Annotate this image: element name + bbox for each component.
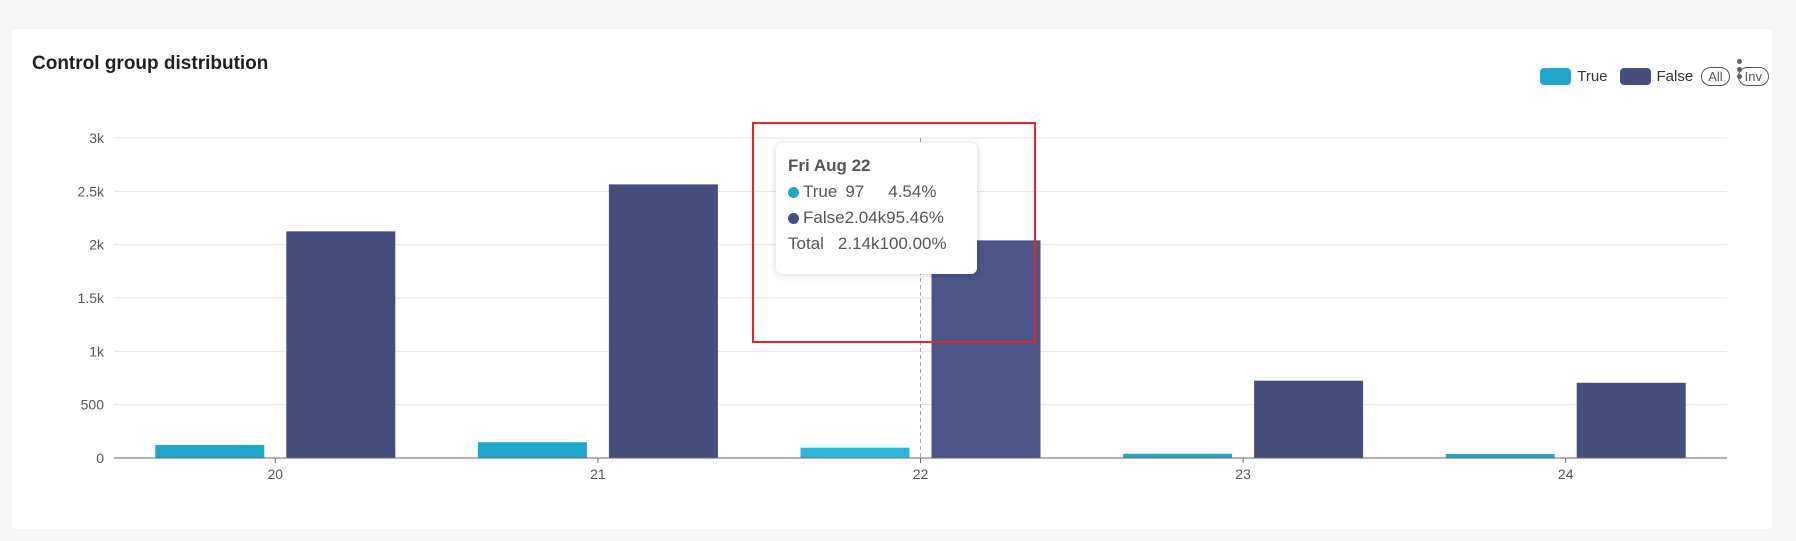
legend-select-all-button[interactable]: All xyxy=(1701,67,1730,86)
tooltip-total-label: Total xyxy=(788,234,824,253)
legend-label-true: True xyxy=(1577,68,1608,85)
bar-false-22 xyxy=(931,240,1041,458)
y-tick-label: 2.5k xyxy=(78,183,105,199)
tooltip-dot-false xyxy=(788,212,799,224)
tooltip-total-percent: 100.00% xyxy=(879,234,947,253)
legend-swatch-false xyxy=(1619,68,1651,85)
y-tick-label: 2k xyxy=(89,237,105,253)
legend-invert-button[interactable]: Inv xyxy=(1737,67,1769,86)
tooltip-row-total: Total 2.14k 100.00% xyxy=(788,231,965,257)
y-tick-label: 0 xyxy=(96,450,104,466)
tooltip-row-true: True 97 4.54% xyxy=(788,179,965,205)
highlight-box xyxy=(752,122,1036,343)
tooltip-value-false: 2.04k xyxy=(844,208,887,227)
tooltip-label-true: True xyxy=(803,182,838,201)
bar-false-23 xyxy=(1254,380,1364,458)
bar-true-22 xyxy=(800,447,910,458)
x-tick-label: 22 xyxy=(913,466,929,482)
x-tick-label: 20 xyxy=(268,466,284,482)
x-tick-label: 24 xyxy=(1558,466,1574,482)
y-tick-label: 1.5k xyxy=(78,290,105,306)
bar-true-23 xyxy=(1123,453,1233,458)
tooltip-label-false: False xyxy=(803,208,845,227)
tooltip-dot-true xyxy=(788,186,799,198)
tooltip-title: Fri Aug 22 xyxy=(788,156,871,175)
legend-item-false[interactable]: False xyxy=(1619,68,1694,85)
bar-true-24 xyxy=(1445,453,1555,458)
bar-false-20 xyxy=(286,231,396,458)
bar-false-24 xyxy=(1576,382,1686,458)
tooltip-percent-false: 95.46% xyxy=(886,208,944,227)
legend-label-false: False xyxy=(1656,68,1694,85)
chart-tooltip: Fri Aug 22 True 97 4.54% False 2.04k 95.… xyxy=(776,143,977,274)
bar-false-21 xyxy=(608,184,718,458)
x-tick-label: 23 xyxy=(1235,466,1251,482)
chart-legend: True False All Inv xyxy=(1528,67,1769,86)
tooltip-total-value: 2.14k xyxy=(837,234,880,253)
y-tick-label: 3k xyxy=(89,130,105,146)
x-tick-label: 21 xyxy=(590,466,606,482)
y-tick-label: 1k xyxy=(89,343,105,359)
tooltip-percent-true: 4.54% xyxy=(888,182,937,201)
bar-true-20 xyxy=(155,444,265,458)
legend-item-true[interactable]: True xyxy=(1540,68,1608,85)
legend-swatch-true xyxy=(1540,68,1572,85)
tooltip-value-true: 97 xyxy=(845,182,865,201)
y-tick-label: 500 xyxy=(81,397,105,413)
chart-title: Control group distribution xyxy=(32,53,269,74)
tooltip-row-false: False 2.04k 95.46% xyxy=(788,205,965,231)
bar-true-21 xyxy=(477,442,587,458)
